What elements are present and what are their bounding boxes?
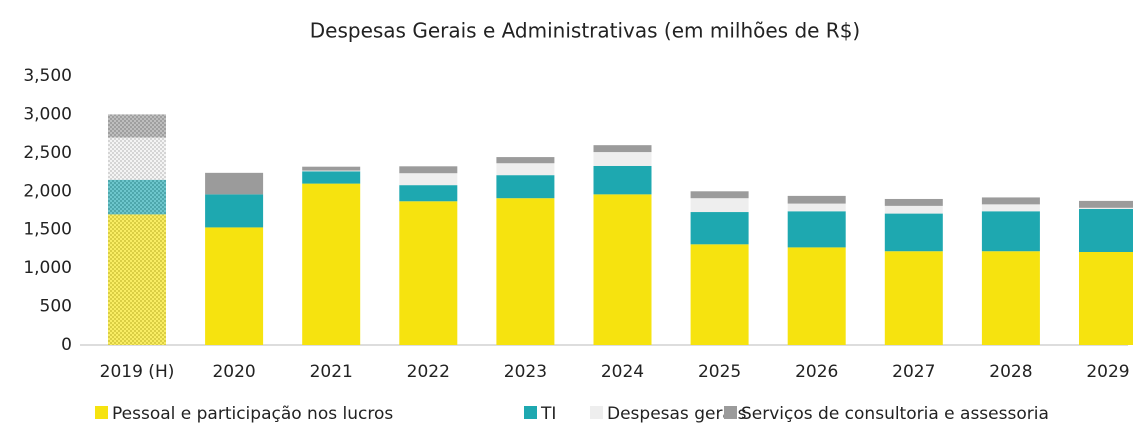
bar-segment bbox=[690, 191, 749, 199]
bar-segment bbox=[496, 175, 555, 199]
legend-label: Serviços de consultoria e assessoria bbox=[741, 404, 1049, 424]
bar-hatch bbox=[108, 214, 166, 345]
legend-label: Pessoal e participação nos lucros bbox=[112, 404, 393, 424]
bar-segment bbox=[302, 171, 361, 184]
bar-segment bbox=[884, 251, 943, 345]
bar-segment bbox=[787, 203, 846, 212]
bar-segment bbox=[496, 157, 555, 164]
bar-segment bbox=[302, 183, 361, 345]
bar-segment bbox=[981, 197, 1040, 205]
legend-swatch bbox=[95, 406, 108, 419]
x-tick-label: 2025 bbox=[698, 362, 741, 382]
bar-segment bbox=[981, 211, 1040, 252]
bar-segment bbox=[496, 198, 555, 345]
bar-segment bbox=[787, 211, 846, 248]
y-tick-label: 2,500 bbox=[23, 143, 72, 163]
y-tick-label: 2,000 bbox=[23, 181, 72, 201]
legend-swatch bbox=[524, 406, 537, 419]
bar-segment bbox=[399, 166, 458, 174]
bar-hatch bbox=[108, 114, 166, 138]
bar-segment bbox=[302, 166, 361, 171]
bar-segment bbox=[1079, 200, 1133, 208]
bar-segment bbox=[593, 165, 652, 195]
x-tick-label: 2021 bbox=[310, 362, 353, 382]
x-tick-label: 2022 bbox=[407, 362, 450, 382]
bar-segment bbox=[787, 195, 846, 204]
x-tick-label: 2027 bbox=[892, 362, 935, 382]
bar-segment bbox=[690, 244, 749, 345]
bar-hatch bbox=[108, 137, 166, 180]
bar-segment bbox=[399, 173, 458, 186]
bar-segment bbox=[496, 163, 555, 176]
bar-segment bbox=[884, 213, 943, 252]
bar-segment bbox=[884, 205, 943, 214]
bar-segment bbox=[399, 185, 458, 202]
legend-swatch bbox=[724, 406, 737, 419]
bar-hatch bbox=[108, 179, 166, 215]
bar-segment bbox=[690, 198, 749, 213]
bar-segment bbox=[205, 172, 264, 195]
chart-title: Despesas Gerais e Administrativas (em mi… bbox=[310, 19, 860, 43]
bar-segment bbox=[399, 201, 458, 345]
bar-segment bbox=[884, 198, 943, 206]
bar-segment bbox=[981, 251, 1040, 345]
y-tick-label: 500 bbox=[40, 297, 72, 317]
y-tick-label: 3,000 bbox=[23, 104, 72, 124]
bar-segment bbox=[205, 227, 264, 345]
x-tick-label: 2019 (H) bbox=[100, 362, 175, 382]
bar-segment bbox=[205, 194, 264, 228]
bar-segment bbox=[690, 212, 749, 245]
bar-segment bbox=[1079, 208, 1133, 253]
bar-segment bbox=[1079, 207, 1133, 209]
legend-swatch bbox=[590, 406, 603, 419]
bar-segment bbox=[302, 170, 361, 172]
x-tick-label: 2028 bbox=[989, 362, 1032, 382]
x-tick-label: 2024 bbox=[601, 362, 644, 382]
legend-label: TI bbox=[540, 404, 556, 424]
bar-segment bbox=[787, 247, 846, 345]
y-tick-label: 3,500 bbox=[23, 66, 72, 86]
y-tick-label: 1,000 bbox=[23, 258, 72, 278]
bar-segment bbox=[593, 145, 652, 153]
x-tick-label: 2026 bbox=[795, 362, 838, 382]
bar-segment bbox=[593, 152, 652, 166]
x-tick-label: 2029 bbox=[1086, 362, 1129, 382]
y-tick-label: 1,500 bbox=[23, 220, 72, 240]
y-tick-label: 0 bbox=[61, 335, 72, 355]
x-tick-label: 2023 bbox=[504, 362, 547, 382]
x-tick-label: 2020 bbox=[212, 362, 255, 382]
bar-segment bbox=[593, 194, 652, 345]
bar-segment bbox=[1079, 252, 1133, 345]
legend-label: Despesas gerais bbox=[607, 404, 747, 424]
bar-segment bbox=[981, 204, 1040, 212]
